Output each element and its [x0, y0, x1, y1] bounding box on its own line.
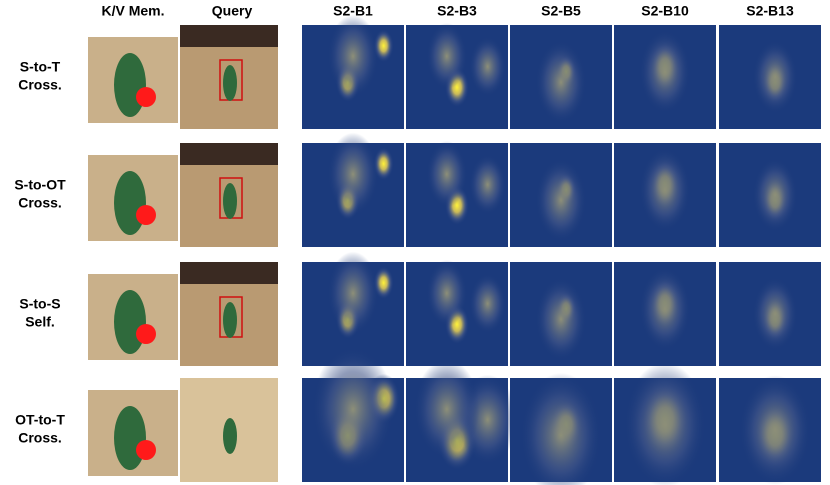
- query-stands: [180, 25, 278, 47]
- attention-blob: [312, 346, 394, 472]
- row-label: S-to-OT: [14, 177, 66, 193]
- attention-blob: [535, 158, 587, 242]
- column-header: S2-B3: [437, 3, 477, 19]
- row-label: S-to-T: [20, 59, 61, 75]
- attention-blob: [520, 372, 602, 485]
- column-header: S2-B13: [746, 3, 794, 19]
- query-stands: [180, 143, 278, 165]
- attention-blob: [469, 154, 506, 215]
- attention-blob: [327, 251, 379, 335]
- column-header: S2-B5: [541, 3, 581, 19]
- column-header: S2-B10: [641, 3, 689, 19]
- query-stands: [180, 262, 278, 284]
- memory-marker: [136, 205, 156, 225]
- attention-blob: [752, 40, 798, 114]
- attention-blob: [639, 267, 691, 351]
- attention-blob: [426, 140, 468, 208]
- query-player: [223, 65, 237, 101]
- row-label: Cross.: [18, 77, 62, 93]
- row-label: Cross.: [18, 430, 62, 446]
- attention-blob: [752, 277, 798, 351]
- attention-blob: [426, 22, 468, 90]
- player: [114, 53, 146, 117]
- attention-blob: [535, 277, 587, 361]
- column-header: Query: [212, 3, 253, 19]
- attention-blob: [739, 375, 812, 485]
- query-player: [223, 183, 237, 219]
- attention-blob: [639, 148, 691, 232]
- row-label: OT-to-T: [15, 412, 65, 428]
- row-label: S-to-S: [19, 296, 60, 312]
- player: [114, 290, 146, 354]
- attention-blob: [639, 30, 691, 114]
- attention-blob: [469, 273, 506, 334]
- attention-blob: [624, 362, 706, 485]
- player: [114, 171, 146, 235]
- attention-blob: [752, 158, 798, 232]
- attention-blob: [327, 14, 379, 98]
- column-header: S2-B1: [333, 3, 373, 19]
- attention-blob: [373, 266, 394, 300]
- attention-blob: [535, 40, 587, 124]
- memory-marker: [136, 87, 156, 107]
- memory-marker: [136, 440, 156, 460]
- row-label: Self.: [25, 314, 55, 330]
- query-player: [223, 302, 237, 338]
- attention-blob: [469, 36, 506, 97]
- player: [114, 406, 146, 470]
- attention-blob: [327, 132, 379, 216]
- memory-marker: [136, 324, 156, 344]
- column-header: K/V Mem.: [101, 3, 164, 19]
- attention-blob: [373, 147, 394, 181]
- attention-blob: [373, 29, 394, 63]
- attention-blob: [426, 259, 468, 327]
- attention-blob: [414, 359, 480, 460]
- query-player: [223, 418, 237, 454]
- row-label: Cross.: [18, 195, 62, 211]
